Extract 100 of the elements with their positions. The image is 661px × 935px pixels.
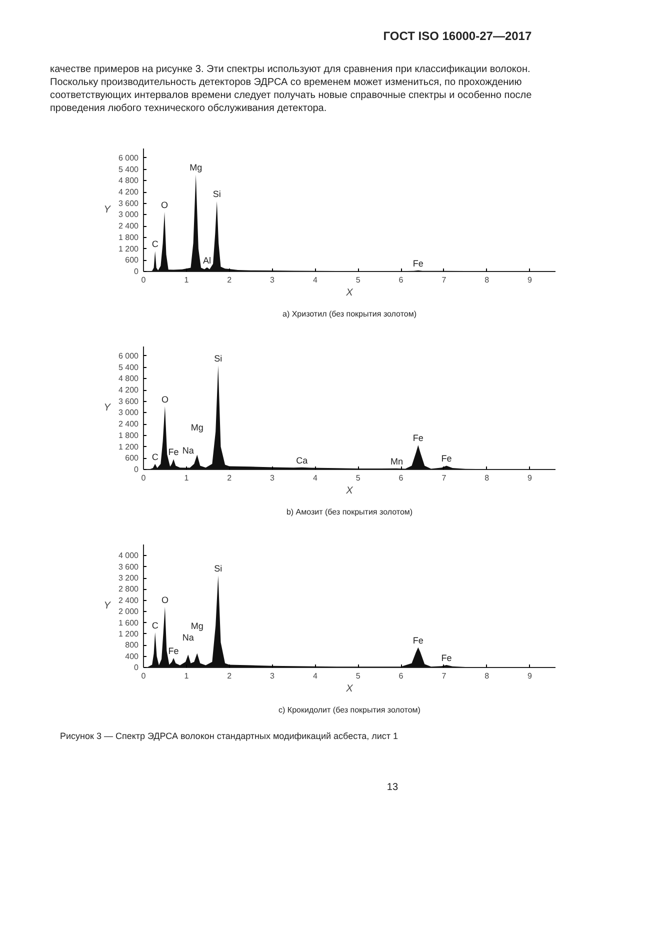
x-tick-label: 4 xyxy=(312,276,318,285)
annotation: O xyxy=(161,595,168,606)
y-tick-label: 0 xyxy=(134,663,140,672)
x-axis-title: X xyxy=(345,288,354,299)
annotation: O xyxy=(161,394,168,405)
annotation: Na xyxy=(182,632,194,643)
annotation: Fe xyxy=(412,636,424,646)
y-tick-label: 4 800 xyxy=(118,374,140,384)
y-tick-label: 1 800 xyxy=(118,431,140,440)
annotation: Fe xyxy=(441,454,452,464)
annotation: C xyxy=(152,452,159,462)
text: качестве примеров на рисунке 3. Эти спектры используют для сравнения при классификации волокон. xyxy=(50,63,532,76)
annotation: Fe xyxy=(168,447,179,458)
x-tick-label: 7 xyxy=(442,672,447,681)
annotation: Mg xyxy=(190,423,204,434)
y-tick-label: 0 xyxy=(134,465,140,474)
annotation: Fe xyxy=(441,653,452,664)
x-tick-label: 0 xyxy=(141,672,146,681)
y-tick-label: 800 xyxy=(125,640,140,650)
y-tick-label: 1 600 xyxy=(118,618,140,628)
y-tick-label: 3 200 xyxy=(118,574,140,583)
x-axis-title: X xyxy=(345,486,354,497)
annotation: O xyxy=(161,200,168,210)
y-tick-label: 3 600 xyxy=(118,199,140,208)
x-tick-label: 4 xyxy=(312,474,318,483)
x-tick-label: 4 xyxy=(312,672,318,681)
y-tick-label: 2 800 xyxy=(118,585,140,594)
y-tick-label: 5 400 xyxy=(118,165,140,174)
x-tick-label: 5 xyxy=(356,276,361,285)
x-tick-label: 3 xyxy=(270,474,276,483)
annotation: Ca xyxy=(296,456,308,466)
annotation: Mn xyxy=(390,456,403,467)
y-tick-label: 2 400 xyxy=(118,596,140,606)
text: проведения любого технического обслуживания детектора. xyxy=(50,102,328,116)
x-tick-label: 6 xyxy=(398,474,404,483)
text: соответствующих интервалов времени следует получать новые справочные спектры и особенно после xyxy=(50,89,532,102)
annotation: Fe xyxy=(412,433,424,444)
x-tick-label: 1 xyxy=(184,276,190,285)
x-tick-label: 1 xyxy=(184,474,190,483)
annotation: Al xyxy=(203,256,212,266)
x-tick-label: 1 xyxy=(184,672,190,681)
x-tick-label: 5 xyxy=(356,672,361,681)
y-tick-label: 6 000 xyxy=(118,154,140,163)
text: Рисунок 3 — Спектр ЭДРСА волокон стандартных модификаций асбеста, лист 1 xyxy=(60,730,398,744)
annotation: Mg xyxy=(190,622,204,632)
annotation: C xyxy=(152,239,159,250)
y-axis-title: Y xyxy=(104,402,112,414)
y-tick-label: 1 200 xyxy=(118,630,140,639)
y-tick-label: 2 400 xyxy=(118,420,140,429)
y-axis-title: Y xyxy=(104,600,112,612)
x-tick-label: 6 xyxy=(398,672,404,681)
x-tick-label: 0 xyxy=(141,276,146,285)
x-tick-label: 2 xyxy=(227,276,232,285)
annotation: Si xyxy=(214,564,222,574)
y-tick-label: 400 xyxy=(125,652,140,662)
y-tick-label: 3 600 xyxy=(118,397,140,406)
y-tick-label: 600 xyxy=(125,256,140,265)
x-tick-label: 3 xyxy=(270,276,276,285)
y-tick-label: 1 200 xyxy=(118,442,140,452)
annotation: Si xyxy=(214,354,222,364)
text: a) Хризотил (без покрытия золотом) xyxy=(282,310,417,319)
annotation: Fe xyxy=(168,646,179,656)
text: ГОСТ ISO 16000-27—2017 xyxy=(382,28,532,45)
y-tick-label: 4 800 xyxy=(118,176,140,186)
y-tick-label: 4 200 xyxy=(118,188,140,197)
y-tick-label: 5 400 xyxy=(118,363,140,372)
y-tick-label: 2 000 xyxy=(118,607,140,616)
y-tick-label: 600 xyxy=(125,454,140,463)
annotation: Mg xyxy=(190,162,202,173)
x-tick-label: 2 xyxy=(227,474,232,483)
x-tick-label: 3 xyxy=(270,672,276,681)
x-tick-label: 5 xyxy=(356,474,361,483)
y-tick-label: 0 xyxy=(134,267,140,276)
annotation: Fe xyxy=(412,258,424,269)
y-tick-label: 1 200 xyxy=(118,244,140,254)
y-tick-label: 2 400 xyxy=(118,222,140,231)
text: 13 xyxy=(386,781,398,796)
text: b) Амозит (без покрытия золотом) xyxy=(286,508,413,517)
x-axis-title: X xyxy=(345,684,354,695)
y-tick-label: 3 000 xyxy=(118,408,140,418)
x-tick-label: 9 xyxy=(528,276,533,285)
text: Поскольку производительность детекторов ЭДРСА со временем может измениться, по прохождению xyxy=(50,76,523,90)
y-tick-label: 6 000 xyxy=(118,352,140,361)
y-tick-label: 4 000 xyxy=(118,551,140,560)
x-tick-label: 0 xyxy=(141,474,146,483)
x-tick-label: 7 xyxy=(442,474,447,483)
x-tick-label: 8 xyxy=(484,474,490,483)
y-tick-label: 3 600 xyxy=(118,562,140,572)
annotation: C xyxy=(152,620,159,631)
y-tick-label: 1 800 xyxy=(118,233,140,242)
y-tick-label: 3 000 xyxy=(118,210,140,220)
x-tick-label: 8 xyxy=(484,276,490,285)
x-tick-label: 8 xyxy=(484,672,490,681)
x-tick-label: 6 xyxy=(398,276,404,285)
x-tick-label: 2 xyxy=(227,672,232,681)
annotation: Na xyxy=(182,446,194,456)
x-tick-label: 9 xyxy=(528,672,533,681)
y-axis-title: Y xyxy=(104,204,112,216)
annotation: Si xyxy=(212,189,221,200)
y-tick-label: 4 200 xyxy=(118,386,140,395)
